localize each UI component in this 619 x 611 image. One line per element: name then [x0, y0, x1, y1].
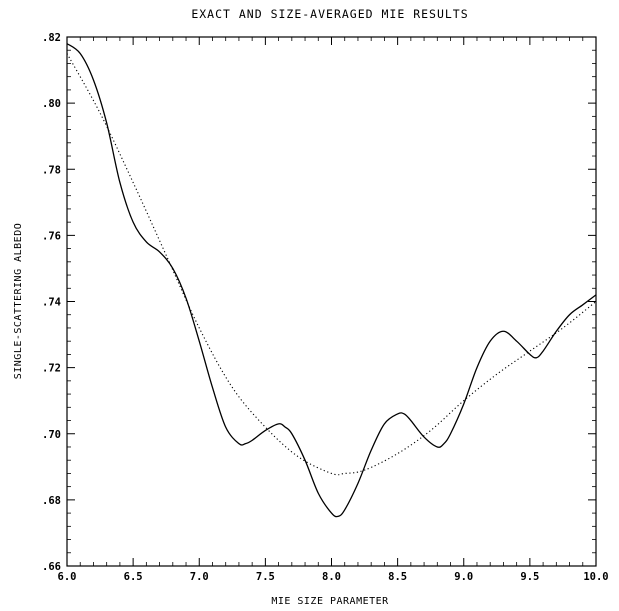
x-tick-label: 10.0: [583, 571, 608, 583]
axis-ticks: [66, 36, 597, 567]
y-tick-label: .72: [42, 363, 61, 375]
x-tick-label: 8.0: [322, 571, 341, 583]
plot-lines: [66, 43, 597, 518]
plot-frame: [66, 36, 597, 567]
y-tick-label: .70: [42, 429, 61, 441]
x-axis-title: MIE SIZE PARAMETER: [271, 596, 389, 607]
y-tick-label: .78: [42, 164, 61, 176]
tick-labels: 6.0 6.5 7.0 7.5 8.0 8.5 9.0 9.5 10.0 .66 .68 .70 .72…: [42, 32, 609, 583]
y-tick-label: .66: [42, 561, 61, 573]
x-tick-label: 6.0: [58, 571, 77, 583]
exact-mie-line: [66, 43, 597, 518]
size-averaged-mie-line: [66, 53, 597, 476]
x-tick-label: 7.0: [190, 571, 209, 583]
y-tick-label: .76: [42, 230, 61, 242]
x-tick-label: 9.5: [520, 571, 539, 583]
x-tick-label: 9.0: [454, 571, 473, 583]
y-tick-label: .74: [42, 297, 61, 309]
chart-title: EXACT AND SIZE-AVERAGED MIE RESULTS: [191, 7, 468, 21]
y-axis-title: SINGLE-SCATTERING ALBEDO: [13, 223, 24, 380]
x-tick-label: 8.5: [388, 571, 407, 583]
y-tick-label: .68: [42, 495, 61, 507]
x-tick-label: 7.5: [256, 571, 275, 583]
x-tick-label: 6.5: [124, 571, 143, 583]
y-tick-label: .80: [42, 98, 61, 110]
y-tick-label: .82: [42, 32, 61, 44]
